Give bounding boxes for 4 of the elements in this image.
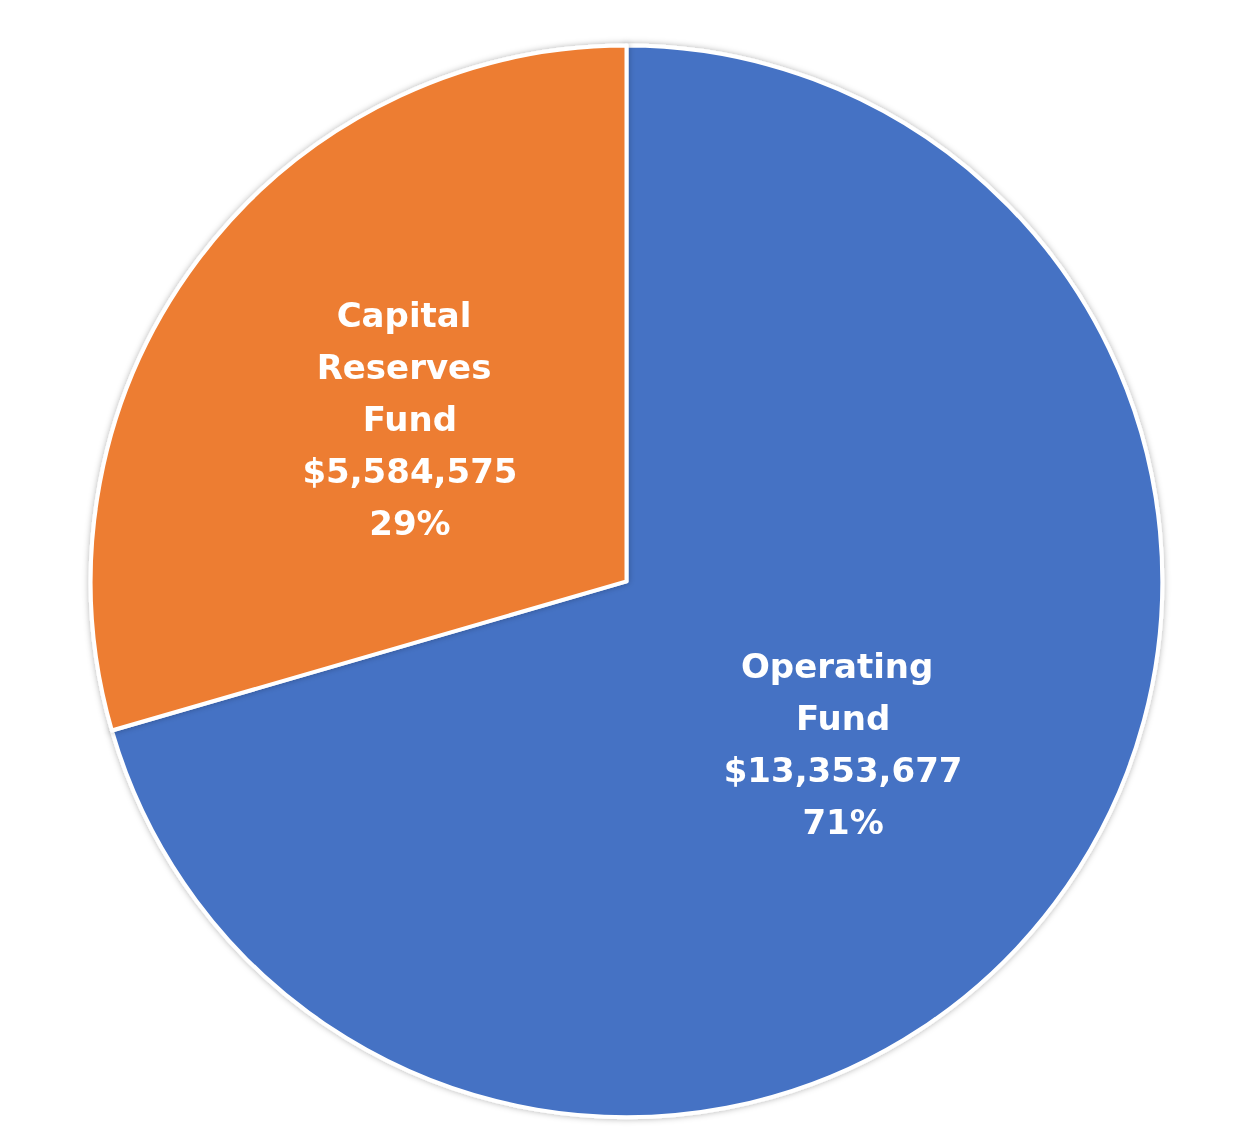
data-label: $5,584,575 29% (302, 450, 518, 543)
slice-label: Capital Reserves Fund (316, 294, 504, 439)
data-label: $13,353,677 71% (723, 750, 963, 843)
slice-label: Operating Fund (740, 646, 946, 739)
